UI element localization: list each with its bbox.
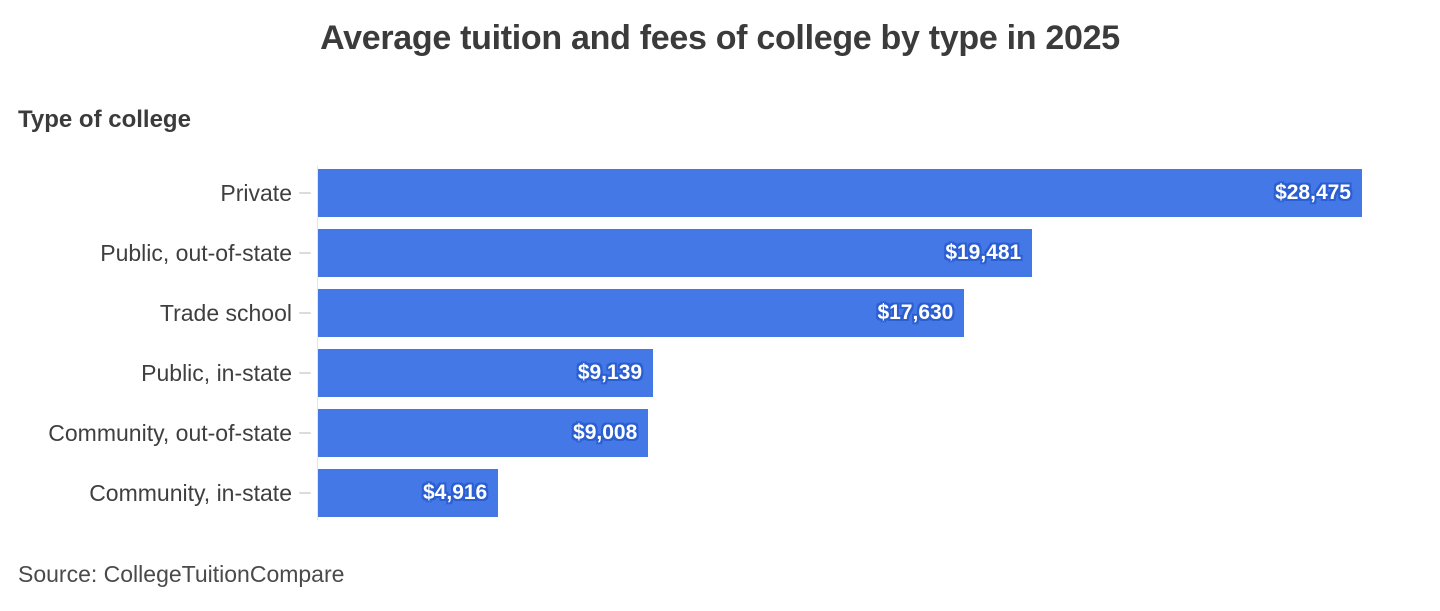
tick-cell	[292, 492, 318, 494]
bar: $17,630	[318, 289, 965, 337]
tick-cell	[292, 192, 318, 194]
category-label: Public, in-state	[141, 359, 292, 386]
tick-mark	[299, 312, 311, 314]
bar-chart: Private $28,475 Public, out-of-state $19,48…	[0, 166, 1440, 529]
bar-track: $9,139	[318, 349, 1362, 397]
bar-value-label: $17,630	[877, 301, 954, 324]
y-axis-line	[317, 166, 318, 520]
bar-value-label: $19,481	[945, 241, 1022, 264]
tick-mark	[299, 432, 311, 434]
tick-cell	[292, 372, 318, 374]
bar-row: Trade school $17,630	[0, 289, 1440, 337]
y-axis-title: Type of college	[18, 106, 191, 133]
bar-row: Community, in-state $4,916	[0, 469, 1440, 517]
bar-track: $4,916	[318, 469, 1362, 517]
bar-value-label: $4,916	[423, 481, 488, 504]
tick-mark	[299, 192, 311, 194]
source-note: Source: CollegeTuitionCompare	[18, 561, 345, 587]
category-label: Private	[220, 179, 292, 206]
bar: $19,481	[318, 229, 1033, 277]
category-label: Community, out-of-state	[48, 419, 292, 446]
bar-track: $9,008	[318, 409, 1362, 457]
tick-cell	[292, 432, 318, 434]
tick-cell	[292, 312, 318, 314]
bar-track: $17,630	[318, 289, 1362, 337]
bar: $4,916	[318, 469, 499, 517]
bar-value-label: $9,139	[577, 361, 643, 384]
bar-row: Private $28,475	[0, 169, 1440, 217]
bar-row: Community, out-of-state $9,008	[0, 409, 1440, 457]
bar-track: $28,475	[318, 169, 1362, 217]
category-label: Public, out-of-state	[100, 239, 292, 266]
tick-mark	[299, 492, 311, 494]
bar-row: Public, in-state $9,139	[0, 349, 1440, 397]
bar: $9,008	[318, 409, 649, 457]
bar-value-label: $28,475	[1275, 181, 1351, 204]
bar: $28,475	[318, 169, 1362, 217]
category-label: Community, in-state	[89, 479, 292, 506]
chart-title: Average tuition and fees of college by t…	[320, 19, 1120, 57]
tick-mark	[299, 252, 311, 254]
bar-track: $19,481	[318, 229, 1362, 277]
bar: $9,139	[318, 349, 654, 397]
bar-value-label: $9,008	[573, 421, 638, 444]
tick-mark	[299, 372, 311, 374]
tick-cell	[292, 252, 318, 254]
category-label: Trade school	[159, 299, 292, 326]
bar-row: Public, out-of-state $19,481	[0, 229, 1440, 277]
